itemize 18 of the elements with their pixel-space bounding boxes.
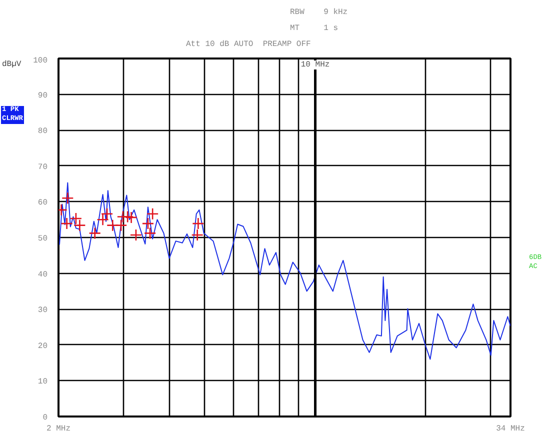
text: RBW 9 kHz [290, 8, 348, 18]
x-tick-label: 34 MHz [496, 424, 526, 434]
y-tick-label: 90 [38, 91, 48, 100]
y-tick-label: 70 [38, 162, 48, 172]
y-tick-label: 10 [38, 378, 48, 387]
y-axis-title: dBµV [2, 60, 22, 70]
y-tick-label: 0 [42, 414, 48, 422]
y-tick-label: 60 [38, 198, 48, 208]
x-tick-label: 2 MHz [46, 424, 71, 434]
text: Att 10 dB AUTO PREAMP OFF [186, 40, 311, 50]
y-tick-label: 50 [38, 234, 48, 244]
y-tick-label: 40 [38, 270, 48, 280]
y-tick-label: 100 [33, 56, 48, 66]
y-tick-label: 20 [38, 342, 48, 351]
ref-line-label: 10 MHz [300, 60, 330, 70]
y-tick-label: 80 [38, 127, 48, 136]
y-tick-label: 30 [38, 306, 48, 316]
text: MT 1 s [290, 24, 338, 34]
